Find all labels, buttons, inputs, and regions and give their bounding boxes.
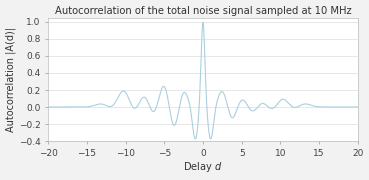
Y-axis label: Autocorrelation |A(d)|: Autocorrelation |A(d)|	[6, 27, 16, 132]
X-axis label: Delay $d$: Delay $d$	[183, 160, 223, 174]
Title: Autocorrelation of the total noise signal sampled at 10 MHz: Autocorrelation of the total noise signa…	[55, 6, 351, 15]
